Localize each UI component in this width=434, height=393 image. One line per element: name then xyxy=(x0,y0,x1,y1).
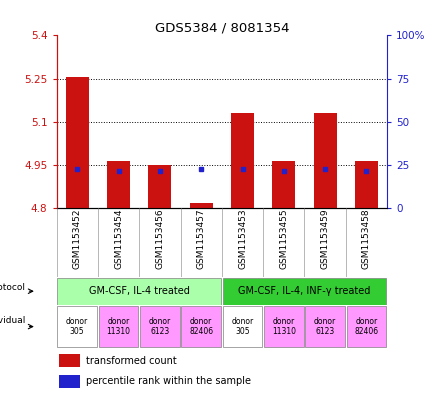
Bar xyxy=(140,306,179,347)
Bar xyxy=(305,306,344,347)
Text: GSM1153459: GSM1153459 xyxy=(320,208,329,269)
Bar xyxy=(263,306,303,347)
Text: donor
82406: donor 82406 xyxy=(189,317,213,336)
Bar xyxy=(59,375,80,388)
Bar xyxy=(57,278,220,305)
Bar xyxy=(222,306,262,347)
Bar xyxy=(57,306,97,347)
Text: protocol: protocol xyxy=(0,283,25,292)
Text: GSM1153452: GSM1153452 xyxy=(72,208,82,269)
Text: transformed count: transformed count xyxy=(85,356,176,366)
Text: donor
82406: donor 82406 xyxy=(354,317,378,336)
Text: donor
6123: donor 6123 xyxy=(313,317,335,336)
Text: percentile rank within the sample: percentile rank within the sample xyxy=(85,376,250,386)
Text: individual: individual xyxy=(0,316,25,325)
Text: GSM1153456: GSM1153456 xyxy=(155,208,164,269)
Title: GDS5384 / 8081354: GDS5384 / 8081354 xyxy=(154,21,289,34)
Bar xyxy=(189,202,212,208)
Bar xyxy=(346,306,385,347)
Text: GSM1153455: GSM1153455 xyxy=(279,208,288,269)
Bar xyxy=(59,354,80,367)
Bar xyxy=(354,161,377,208)
Bar xyxy=(107,161,130,208)
Text: donor
6123: donor 6123 xyxy=(148,317,171,336)
Text: donor
11310: donor 11310 xyxy=(106,317,130,336)
Bar xyxy=(148,165,171,208)
Text: donor
11310: donor 11310 xyxy=(271,317,295,336)
Text: donor
305: donor 305 xyxy=(66,317,88,336)
Bar xyxy=(230,113,253,208)
Bar xyxy=(313,113,336,208)
Text: GSM1153457: GSM1153457 xyxy=(196,208,205,269)
Text: GSM1153453: GSM1153453 xyxy=(237,208,247,269)
Text: GM-CSF, IL-4, INF-γ treated: GM-CSF, IL-4, INF-γ treated xyxy=(238,286,370,296)
Text: donor
305: donor 305 xyxy=(231,317,253,336)
Text: GSM1153458: GSM1153458 xyxy=(361,208,370,269)
Text: GSM1153454: GSM1153454 xyxy=(114,208,123,269)
Bar xyxy=(66,77,89,208)
Bar xyxy=(272,161,295,208)
Text: GM-CSF, IL-4 treated: GM-CSF, IL-4 treated xyxy=(89,286,189,296)
Bar xyxy=(222,278,385,305)
Bar xyxy=(99,306,138,347)
Bar xyxy=(181,306,220,347)
